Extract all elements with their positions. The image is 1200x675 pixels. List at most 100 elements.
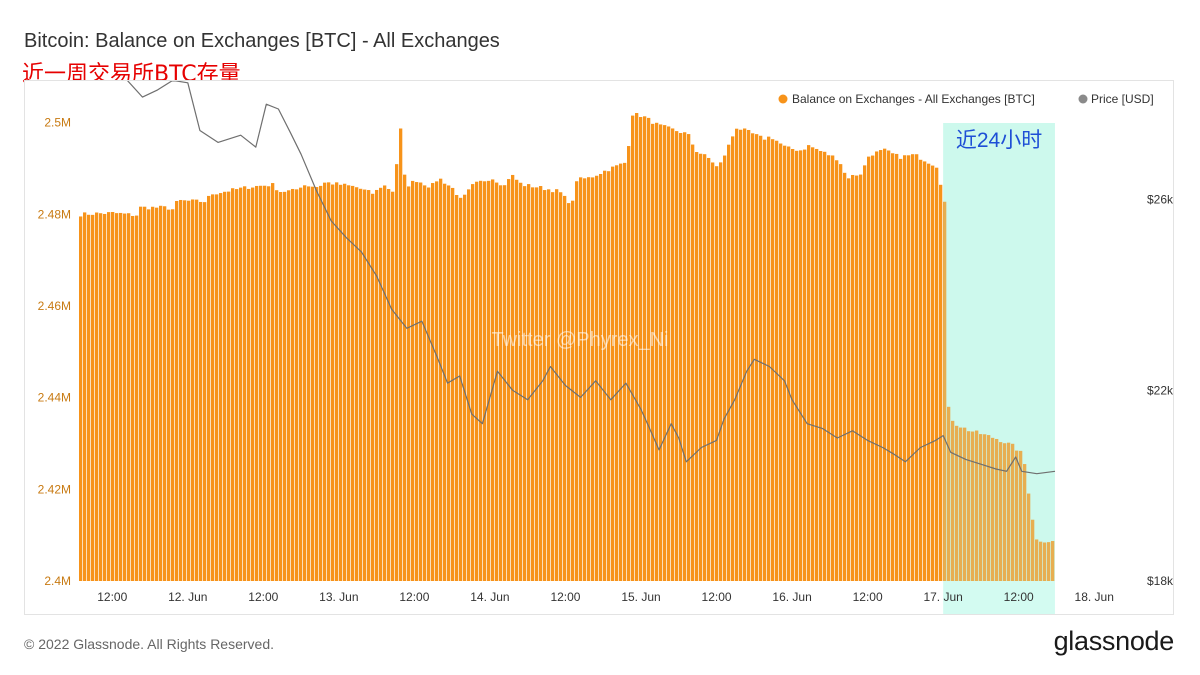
balance-bar xyxy=(311,186,315,581)
balance-bar xyxy=(415,182,419,581)
x-tick-label: 12:00 xyxy=(1004,590,1034,604)
balance-bar xyxy=(583,178,587,582)
balance-bar xyxy=(163,206,167,581)
balance-bar xyxy=(687,134,691,581)
balance-bar xyxy=(231,188,235,582)
x-tick-label: 14. Jun xyxy=(470,590,509,604)
balance-bar xyxy=(759,135,763,582)
balance-bar xyxy=(555,189,559,581)
watermark: Twitter @Phyrex_Ni xyxy=(491,329,668,351)
balance-bar xyxy=(707,157,711,581)
balance-bar xyxy=(391,191,395,581)
balance-bar xyxy=(747,129,751,581)
balance-bar xyxy=(307,186,311,581)
balance-bar xyxy=(679,133,683,581)
balance-bar xyxy=(835,160,839,581)
balance-bar xyxy=(515,179,519,581)
balance-bar xyxy=(79,216,83,581)
balance-bar xyxy=(1023,464,1027,581)
balance-bar xyxy=(279,192,283,582)
balance-bar xyxy=(383,185,387,581)
balance-bar xyxy=(651,123,655,582)
balance-bar xyxy=(363,189,367,581)
x-tick-label: 13. Jun xyxy=(319,590,358,604)
balance-bar xyxy=(859,174,863,581)
balance-bar xyxy=(611,166,615,581)
balance-bar xyxy=(1035,539,1039,581)
balance-bar xyxy=(607,171,611,581)
balance-bar xyxy=(159,205,163,581)
balance-bar xyxy=(239,187,243,581)
balance-bar xyxy=(459,197,463,581)
balance-bar xyxy=(927,163,931,582)
balance-bar xyxy=(975,430,979,581)
y-right-tick-label: $22k xyxy=(1147,383,1173,397)
balance-bar xyxy=(447,185,451,581)
balance-bar xyxy=(475,181,479,581)
balance-bar xyxy=(723,155,727,581)
balance-bar xyxy=(831,155,835,581)
balance-bar xyxy=(283,191,287,581)
balance-bar xyxy=(575,181,579,581)
balance-bar xyxy=(1027,493,1031,581)
balance-bar xyxy=(563,195,567,581)
balance-bar xyxy=(743,128,747,581)
balance-bar xyxy=(871,155,875,581)
balance-bar xyxy=(1043,542,1047,581)
balance-bar xyxy=(599,173,603,581)
balance-bar xyxy=(911,154,915,581)
balance-bar xyxy=(523,186,527,581)
balance-bar xyxy=(439,178,443,581)
balance-bar xyxy=(267,186,271,581)
balance-bar xyxy=(359,188,363,581)
balance-bar xyxy=(787,146,791,581)
balance-bar xyxy=(531,187,535,582)
balance-bar xyxy=(427,187,431,581)
balance-bar xyxy=(1007,442,1011,581)
balance-bar xyxy=(315,187,319,581)
balance-bar xyxy=(867,156,871,581)
x-tick-label: 12:00 xyxy=(702,590,732,604)
balance-bar xyxy=(731,136,735,581)
balance-bar xyxy=(367,190,371,581)
balance-bar xyxy=(215,194,219,582)
balance-bar xyxy=(899,158,903,581)
balance-bar xyxy=(247,188,251,581)
balance-bar xyxy=(351,185,355,581)
legend-swatch-balance xyxy=(778,94,788,104)
balance-bar xyxy=(671,128,675,581)
balance-bar xyxy=(387,189,391,581)
y-left-tick-label: 2.42M xyxy=(38,482,71,496)
balance-bar xyxy=(815,148,819,582)
balance-bar xyxy=(199,201,203,581)
balance-bar xyxy=(855,175,859,582)
balance-bar xyxy=(223,191,227,581)
balance-bar xyxy=(343,183,347,581)
balance-bar xyxy=(807,145,811,581)
balance-bar xyxy=(795,150,799,581)
x-tick-label: 12:00 xyxy=(399,590,429,604)
balance-bar xyxy=(339,184,343,581)
balance-bar xyxy=(667,126,671,581)
balance-bar xyxy=(259,185,263,582)
balance-bar xyxy=(235,189,239,581)
balance-bar xyxy=(295,189,299,581)
balance-bar xyxy=(375,189,379,581)
y-left-tick-label: 2.48M xyxy=(38,207,71,221)
balance-bar xyxy=(923,161,927,581)
balance-bar xyxy=(511,174,515,581)
balance-bar xyxy=(895,153,899,581)
balance-bar xyxy=(243,186,247,581)
price-line xyxy=(127,81,1056,475)
balance-bar xyxy=(151,206,155,581)
balance-bar xyxy=(463,194,467,581)
balance-bar xyxy=(643,116,647,582)
balance-bar xyxy=(95,212,99,582)
balance-bar xyxy=(727,144,731,581)
balance-bar xyxy=(407,186,411,581)
balance-bar xyxy=(431,183,435,582)
balance-bar xyxy=(147,209,151,581)
x-tick-label: 12:00 xyxy=(97,590,127,604)
balance-bar xyxy=(87,214,91,581)
balance-bar xyxy=(507,179,511,581)
